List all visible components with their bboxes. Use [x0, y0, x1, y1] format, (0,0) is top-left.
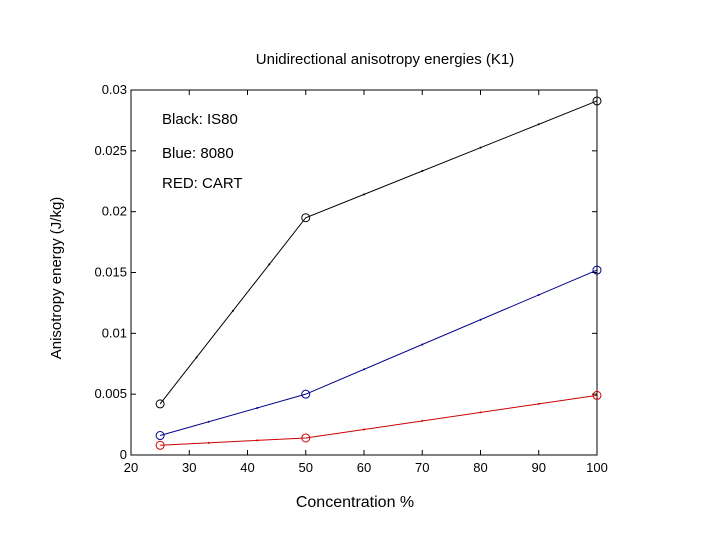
series-line-is80: [159, 100, 598, 405]
series-dot-is80: [421, 170, 424, 173]
series-dot-8080: [479, 318, 482, 321]
data-point-8080: [301, 389, 311, 399]
annotation-blue: Blue: 8080: [162, 145, 234, 162]
series-dot-is80: [363, 193, 365, 196]
plot-area: [130, 89, 598, 456]
series-layer: [155, 96, 602, 450]
y-tick-label: 0.01: [102, 325, 127, 340]
x-tick-label: 20: [124, 460, 138, 475]
x-tick-label: 70: [415, 460, 429, 475]
y-tick-label: 0.02: [102, 204, 127, 219]
y-axis-label: Anisotropy energy (J/kg): [48, 197, 65, 360]
series-dot-cart: [421, 419, 424, 422]
data-point-cart: [592, 390, 602, 400]
data-point-cart: [155, 440, 165, 450]
data-point-8080: [155, 431, 165, 441]
y-tick-label: 0.025: [94, 143, 127, 158]
series-dot-is80: [479, 146, 482, 149]
y-tick-label: 0.03: [102, 82, 127, 97]
annotation-red: RED: CART: [162, 175, 243, 192]
series-dot-cart: [256, 439, 259, 442]
series-dot-cart: [207, 441, 210, 444]
x-tick-label: 30: [182, 460, 196, 475]
y-tick-label: 0.005: [94, 386, 127, 401]
series-dot-8080: [421, 343, 424, 346]
series-dot-is80: [268, 263, 271, 266]
series-dot-is80: [231, 309, 234, 312]
x-axis-label: Concentration %: [296, 494, 414, 511]
series-dot-8080: [363, 368, 365, 371]
series-dot-is80: [537, 123, 540, 126]
x-tick-label: 90: [532, 460, 546, 475]
x-tick-label: 100: [586, 460, 608, 475]
data-point-8080: [592, 265, 602, 275]
x-tick-label: 50: [299, 460, 313, 475]
data-point-is80: [592, 96, 602, 106]
y-tick-label: 0.015: [94, 265, 127, 280]
y-tick-label: 0: [120, 447, 127, 462]
x-axis: 20 30 40 50 60 70 80 90 100: [124, 90, 608, 475]
series-dot-8080: [256, 406, 259, 409]
series-dot-cart: [479, 411, 482, 414]
series-dot-cart: [363, 428, 365, 431]
x-tick-label: 60: [357, 460, 371, 475]
series-dot-is80: [195, 356, 198, 359]
y-axis: 0 0.005 0.01 0.015 0.02 0.025 0.03: [94, 82, 597, 462]
series-dot-cart: [537, 402, 540, 405]
chart-title: Unidirectional anisotropy energies (K1): [256, 51, 514, 68]
x-tick-label: 40: [240, 460, 254, 475]
series-dot-8080: [537, 293, 540, 296]
data-point-is80: [155, 399, 165, 409]
data-point-cart: [301, 433, 311, 443]
data-point-is80: [301, 213, 311, 223]
annotation-black: Black: IS80: [162, 111, 238, 128]
series-dot-8080: [207, 420, 210, 423]
x-tick-label: 80: [473, 460, 487, 475]
